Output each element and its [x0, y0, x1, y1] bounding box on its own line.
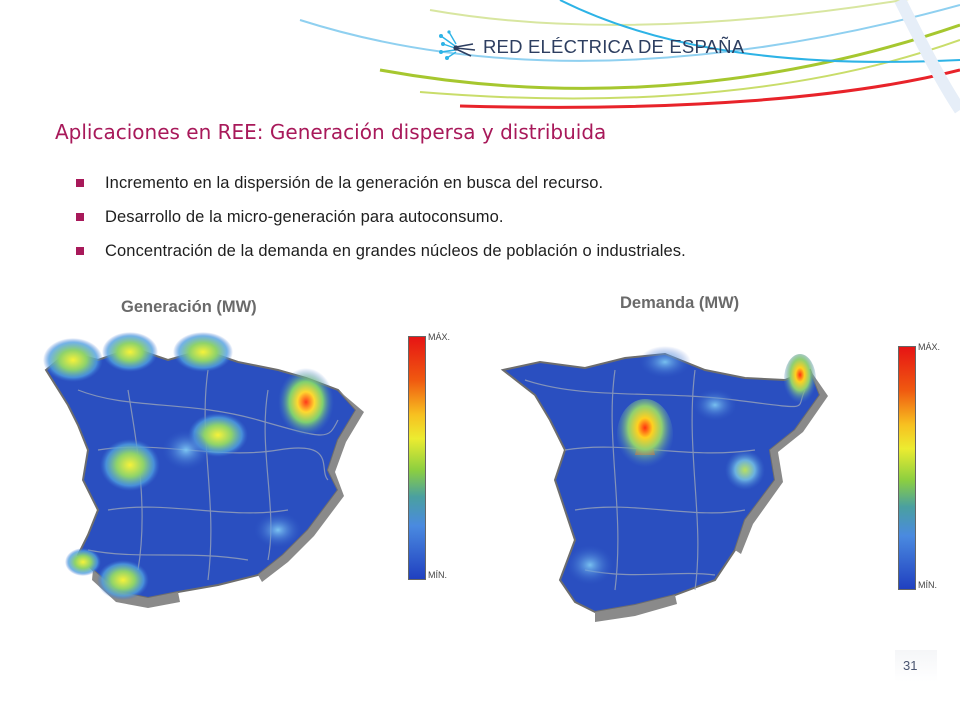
- bullet-list: Incremento en la dispersión de la genera…: [76, 166, 686, 268]
- ree-logo-text: RED ELÉCTRICA DE ESPAÑA: [483, 36, 745, 57]
- scale-min-label: MÍN.: [918, 580, 937, 590]
- bullet-text: Concentración de la demanda en grandes n…: [105, 241, 686, 260]
- color-scale-bar: [898, 346, 916, 590]
- header-swoosh: [299, 0, 960, 114]
- ree-logo: RED ELÉCTRICA DE ESPAÑA: [437, 30, 744, 64]
- generation-color-scale: MÁX. MÍN.: [400, 330, 480, 590]
- bullet-square-icon: [76, 247, 84, 255]
- slide-title: Aplicaciones en REE: Generación dispersa…: [55, 120, 607, 144]
- scale-max-label: MÁX.: [918, 342, 941, 352]
- generation-map-label: Generación (MW): [121, 298, 257, 316]
- demand-map-image: [500, 346, 828, 622]
- bullet-item: Desarrollo de la micro-generación para a…: [76, 200, 686, 234]
- bullet-square-icon: [76, 213, 84, 221]
- ree-network-logo-icon: [439, 30, 476, 60]
- demand-map-label: Demanda (MW): [620, 294, 740, 312]
- generation-map-image: [43, 332, 364, 608]
- bullet-text: Incremento en la dispersión de la genera…: [105, 173, 604, 192]
- page-number-text: 31: [903, 658, 918, 673]
- scale-max-label: MÁX.: [428, 332, 451, 342]
- bullet-text: Desarrollo de la micro-generación para a…: [105, 207, 504, 226]
- page-number: 31: [895, 650, 937, 682]
- color-scale-bar: [408, 336, 426, 580]
- bullet-item: Concentración de la demanda en grandes n…: [76, 234, 686, 268]
- bullet-square-icon: [76, 179, 84, 187]
- demand-color-scale: MÁX. MÍN.: [890, 340, 960, 600]
- bullet-item: Incremento en la dispersión de la genera…: [76, 166, 686, 200]
- scale-min-label: MÍN.: [428, 570, 447, 580]
